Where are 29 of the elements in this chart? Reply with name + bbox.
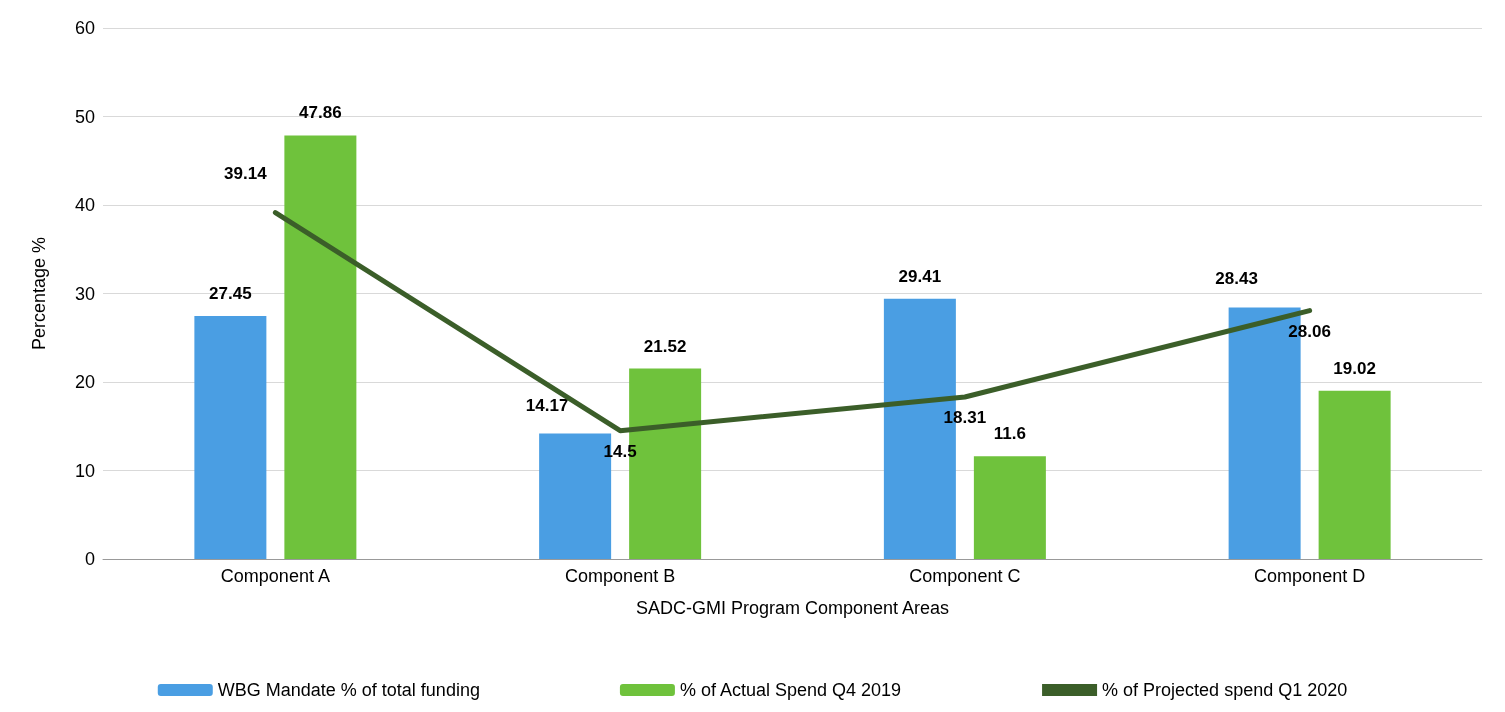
data-label: 19.02 bbox=[1333, 358, 1376, 378]
y-tick-label: 30 bbox=[74, 283, 95, 304]
legend-label: % of Projected spend Q1 2020 bbox=[1102, 680, 1348, 700]
legend-label: WBG Mandate % of total funding bbox=[217, 680, 480, 700]
data-label: 14.17 bbox=[525, 395, 569, 415]
y-tick-label: 10 bbox=[74, 460, 95, 481]
x-tick-label: Component C bbox=[909, 566, 1021, 586]
y-tick-label: 40 bbox=[74, 195, 95, 215]
data-label: 27.45 bbox=[209, 284, 252, 304]
x-axis-title: SADC-GMI Program Component Areas bbox=[635, 598, 950, 618]
data-label: 39.14 bbox=[224, 163, 268, 183]
bar bbox=[973, 456, 1046, 559]
y-tick-label: 60 bbox=[74, 18, 95, 38]
y-axis-title: Percentage % bbox=[29, 236, 49, 351]
data-label: 29.41 bbox=[898, 266, 942, 286]
y-tick-label: 0 bbox=[84, 549, 95, 569]
data-label: 47.86 bbox=[299, 103, 342, 123]
x-tick-label: Component B bbox=[565, 566, 676, 586]
legend-label: % of Actual Spend Q4 2019 bbox=[679, 680, 902, 700]
bar bbox=[1318, 390, 1391, 559]
x-tick-label: Component D bbox=[1254, 566, 1366, 586]
y-tick-label: 50 bbox=[74, 106, 95, 127]
data-label: 21.52 bbox=[643, 336, 687, 356]
y-tick-label: 20 bbox=[74, 372, 95, 392]
data-label: 28.43 bbox=[1215, 269, 1258, 289]
bar bbox=[284, 135, 357, 559]
data-label: 11.6 bbox=[993, 424, 1026, 444]
bar bbox=[194, 316, 267, 559]
x-tick-label: Component A bbox=[220, 566, 330, 586]
